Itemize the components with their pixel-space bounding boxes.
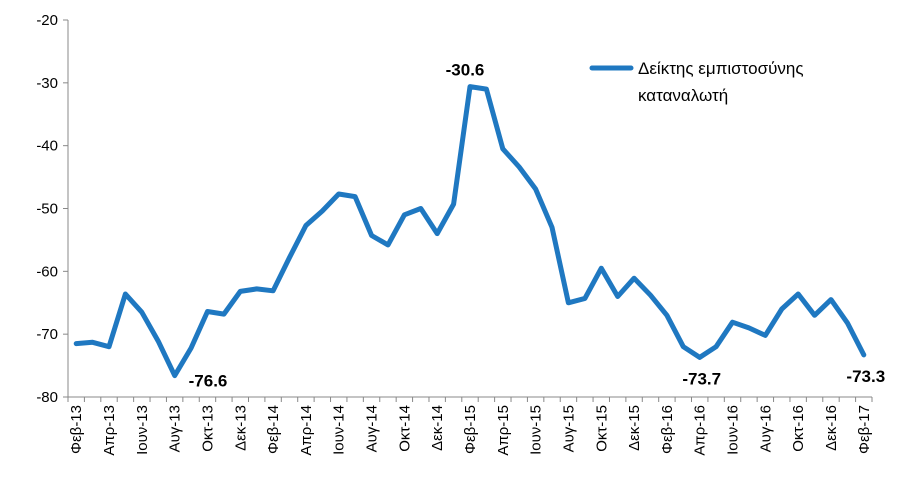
x-tick-label: Οκτ-16 [790,405,807,452]
y-tick-label: -60 [36,263,58,280]
x-tick-label: Φεβ-15 [462,405,479,454]
x-tick-label: Ιουν-16 [725,405,742,455]
x-tick-label: Αυγ-15 [560,405,577,452]
x-tick-label: Οκτ-14 [396,405,413,452]
y-tick-label: -20 [36,12,58,29]
x-tick-label: Οκτ-15 [593,405,610,452]
data-labels: -76.6 -30.6 -73.7 -73.3 [189,61,886,391]
x-tick-label: Αυγ-16 [757,405,774,452]
x-tick-label: Φεβ-14 [265,405,282,454]
data-label: -73.3 [846,367,885,386]
x-tick-label: Απρ-13 [101,405,118,456]
x-tick-label: Δεκ-13 [232,405,249,451]
x-tick-label: Αυγ-13 [167,405,184,452]
x-axis-ticks: Φεβ-13 Απρ-13 Ιουν-13 Αυγ-13 Οκτ-13 Δεκ-13 Φεβ… [67,397,873,456]
x-tick-label: Ιουν-15 [528,405,545,455]
x-tick-label: Οκτ-13 [199,405,216,452]
data-label: -73.7 [682,369,721,388]
x-tick-label: Δεκ-16 [823,405,840,451]
series-line [73,84,867,379]
y-tick-label: -30 [36,75,58,92]
y-tick-label: -40 [36,138,58,155]
legend-label: καταναλωτή [638,86,728,105]
series-group [73,84,867,379]
x-tick-label: Ιουν-14 [331,405,348,455]
x-tick-label: Δεκ-14 [429,405,446,451]
x-tick-label: Αυγ-14 [364,405,381,452]
data-label: -76.6 [189,372,228,391]
legend-label: Δείκτης εμπιστοσύνης [638,59,804,78]
y-axis-ticks: -20 -30 -40 -50 -60 -70 -80 [36,12,68,406]
x-tick-label: Απρ-16 [692,405,709,456]
y-tick-label: -50 [36,201,58,218]
x-tick-label: Ιουν-13 [134,405,151,455]
x-tick-label: Φεβ-16 [659,405,676,454]
x-tick-label: Απρ-14 [298,405,315,456]
y-tick-label: -80 [36,389,58,406]
data-label: -30.6 [446,61,485,80]
x-tick-label: Απρ-15 [495,405,512,456]
y-tick-label: -70 [36,326,58,343]
x-tick-label: Φεβ-13 [68,405,85,454]
legend: Δείκτης εμπιστοσύνης καταναλωτή [589,59,804,105]
x-tick-label: Φεβ-17 [856,405,873,454]
x-tick-label: Δεκ-15 [626,405,643,451]
